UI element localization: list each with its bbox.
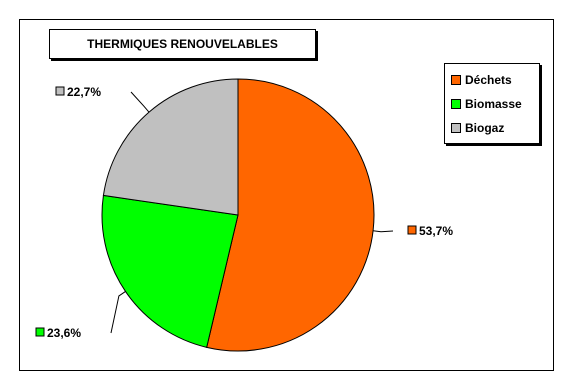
legend-item-biogaz: Biogaz [451,116,539,140]
data-label-dechets: 53,7% [419,224,453,238]
leader-line-biogaz [130,91,150,113]
data-label-swatch-dechets [407,225,417,235]
leader-line-dechets [373,230,394,233]
legend-swatch-biogaz [451,123,461,133]
legend-label-biogaz: Biogaz [465,121,505,135]
data-label-swatch-biogaz [55,86,65,96]
data-label-swatch-biomasse [35,327,45,337]
legend-label-biomasse: Biomasse [465,97,522,111]
legend-item-dechets: Déchets [451,68,539,92]
data-label-biogaz: 22,7% [67,85,101,99]
data-label-biomasse: 23,6% [47,326,81,340]
leader-line-biomasse [110,291,126,334]
pie-slice-biomasse [101,194,239,348]
chart-title-text: THERMIQUES RENOUVELABLES [87,37,278,51]
legend-item-biomasse: Biomasse [451,92,539,116]
chart-title: THERMIQUES RENOUVELABLES [49,29,316,59]
legend-label-dechets: Déchets [465,73,512,87]
pie-slice-biogaz [102,78,239,216]
legend-swatch-dechets [451,75,461,85]
legend: Déchets Biomasse Biogaz [444,63,540,144]
legend-swatch-biomasse [451,99,461,109]
